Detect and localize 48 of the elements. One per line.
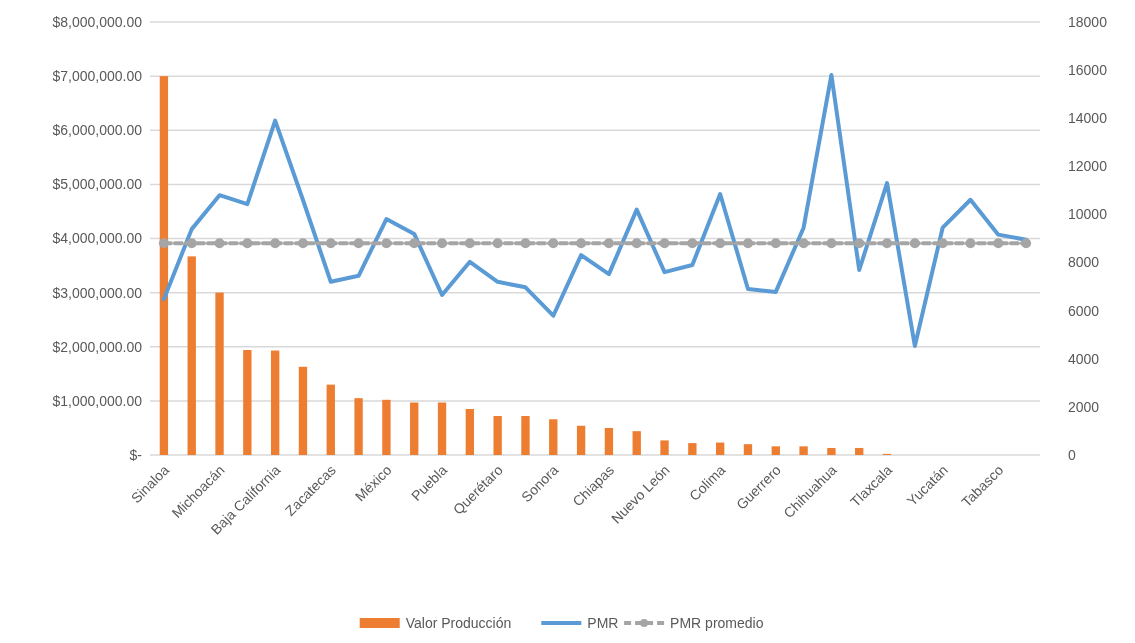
bar	[437, 402, 447, 455]
y-tick-label: $1,000,000.00	[52, 392, 143, 409]
y2-tick-label: 8000	[1068, 254, 1100, 271]
bar	[604, 427, 614, 455]
bar	[715, 442, 725, 455]
bar	[493, 416, 502, 455]
bar	[855, 447, 864, 455]
y-tick-label: $7,000,000.00	[52, 68, 143, 85]
bar	[159, 76, 169, 455]
y2-tick-label: 16000	[1068, 62, 1108, 79]
y-tick-label: $4,000,000.00	[52, 230, 143, 247]
bar	[771, 446, 780, 455]
bar	[521, 416, 530, 455]
y2-tick-label: 18000	[1068, 13, 1108, 30]
bar	[799, 446, 808, 455]
y2-tick-label: 12000	[1068, 158, 1108, 175]
legend-label: PMR promedio	[670, 614, 764, 631]
bar	[465, 408, 475, 455]
bar	[326, 384, 335, 455]
y2-tick-label: 4000	[1068, 350, 1100, 367]
bar	[270, 350, 280, 455]
bar	[215, 292, 224, 455]
bar	[660, 440, 669, 455]
bar	[632, 431, 641, 455]
bar	[410, 402, 419, 455]
bar	[382, 399, 391, 455]
bar	[743, 444, 753, 455]
bar	[827, 447, 836, 455]
bar	[354, 398, 363, 455]
y-tick-label: $8,000,000.00	[52, 13, 143, 30]
bar	[243, 350, 252, 455]
y2-tick-label: 14000	[1068, 110, 1108, 127]
y-tick-label: $2,000,000.00	[52, 338, 143, 355]
bar	[298, 366, 308, 455]
bar	[688, 443, 697, 455]
y2-tick-label: 6000	[1068, 302, 1100, 319]
y2-tick-label: 2000	[1068, 398, 1100, 415]
legend-label: PMR	[587, 614, 619, 631]
y2-tick-label: 10000	[1068, 206, 1108, 223]
legend-label: Valor Producción	[405, 614, 512, 631]
y-tick-label: $-	[129, 446, 143, 463]
y2-tick-label: 0	[1068, 446, 1076, 463]
bar	[187, 256, 196, 455]
y-tick-label: $6,000,000.00	[52, 122, 143, 139]
bar	[576, 425, 586, 455]
y-tick-label: $3,000,000.00	[52, 284, 143, 301]
bar	[549, 419, 558, 455]
y-tick-label: $5,000,000.00	[52, 176, 143, 193]
